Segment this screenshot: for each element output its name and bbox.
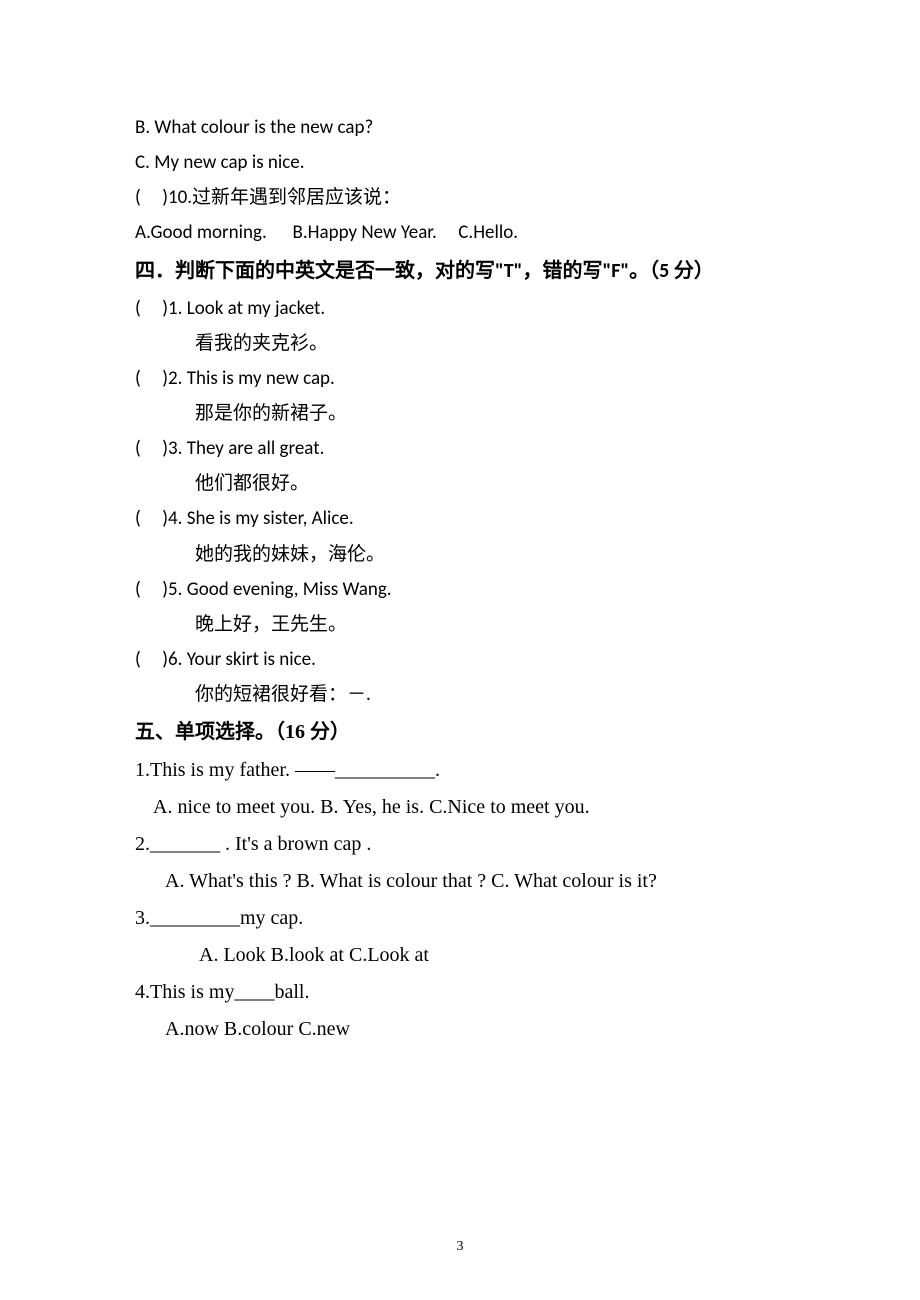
s5-q3: 3._________my cap. <box>135 900 790 937</box>
s4-q2-zh: 那是你的新裙子。 <box>135 396 790 431</box>
question-10-options: A.Good morning. B.Happy New Year. C.Hell… <box>135 215 790 250</box>
s5-q1-options: A. nice to meet you. B. Yes, he is. C.Ni… <box>135 789 790 826</box>
s4-q1-en: ( )1. Look at my jacket. <box>135 291 790 326</box>
pre-option-b: B. What colour is the new cap? <box>135 110 790 145</box>
section-5-title: 五、单项选择。（16 分） <box>135 712 790 752</box>
s4-q6-zh: 你的短裙很好看：－. <box>135 677 790 712</box>
s4-q1-zh: 看我的夹克衫。 <box>135 326 790 361</box>
pre-option-c: C. My new cap is nice. <box>135 145 790 180</box>
s4-q2-en: ( )2. This is my new cap. <box>135 361 790 396</box>
s5-q4: 4.This is my____ball. <box>135 974 790 1011</box>
page-number: 3 <box>0 1239 920 1255</box>
s5-q3-options: A. Look B.look at C.Look at <box>135 937 790 974</box>
worksheet-page: B. What colour is the new cap? C. My new… <box>0 0 920 1300</box>
s4-q5-en: ( )5. Good evening, Miss Wang. <box>135 572 790 607</box>
s4-q4-zh: 她的我的妹妹，海伦。 <box>135 537 790 572</box>
s5-q1: 1.This is my father. ——__________. <box>135 752 790 789</box>
s4-q6-en: ( )6. Your skirt is nice. <box>135 642 790 677</box>
section-4-title: 四．判断下面的中英文是否一致，对的写"T"，错的写"F"。（5 分） <box>135 251 790 291</box>
s4-q5-zh: 晚上好，王先生。 <box>135 607 790 642</box>
s5-q2: 2._______ . It's a brown cap . <box>135 826 790 863</box>
s5-q2-options: A. What's this ? B. What is colour that … <box>135 863 790 900</box>
s4-q3-en: ( )3. They are all great. <box>135 431 790 466</box>
s4-q3-zh: 他们都很好。 <box>135 466 790 501</box>
s5-q4-options: A.now B.colour C.new <box>135 1011 790 1048</box>
question-10: ( )10.过新年遇到邻居应该说： <box>135 180 790 215</box>
s4-q4-en: ( )4. She is my sister, Alice. <box>135 501 790 536</box>
